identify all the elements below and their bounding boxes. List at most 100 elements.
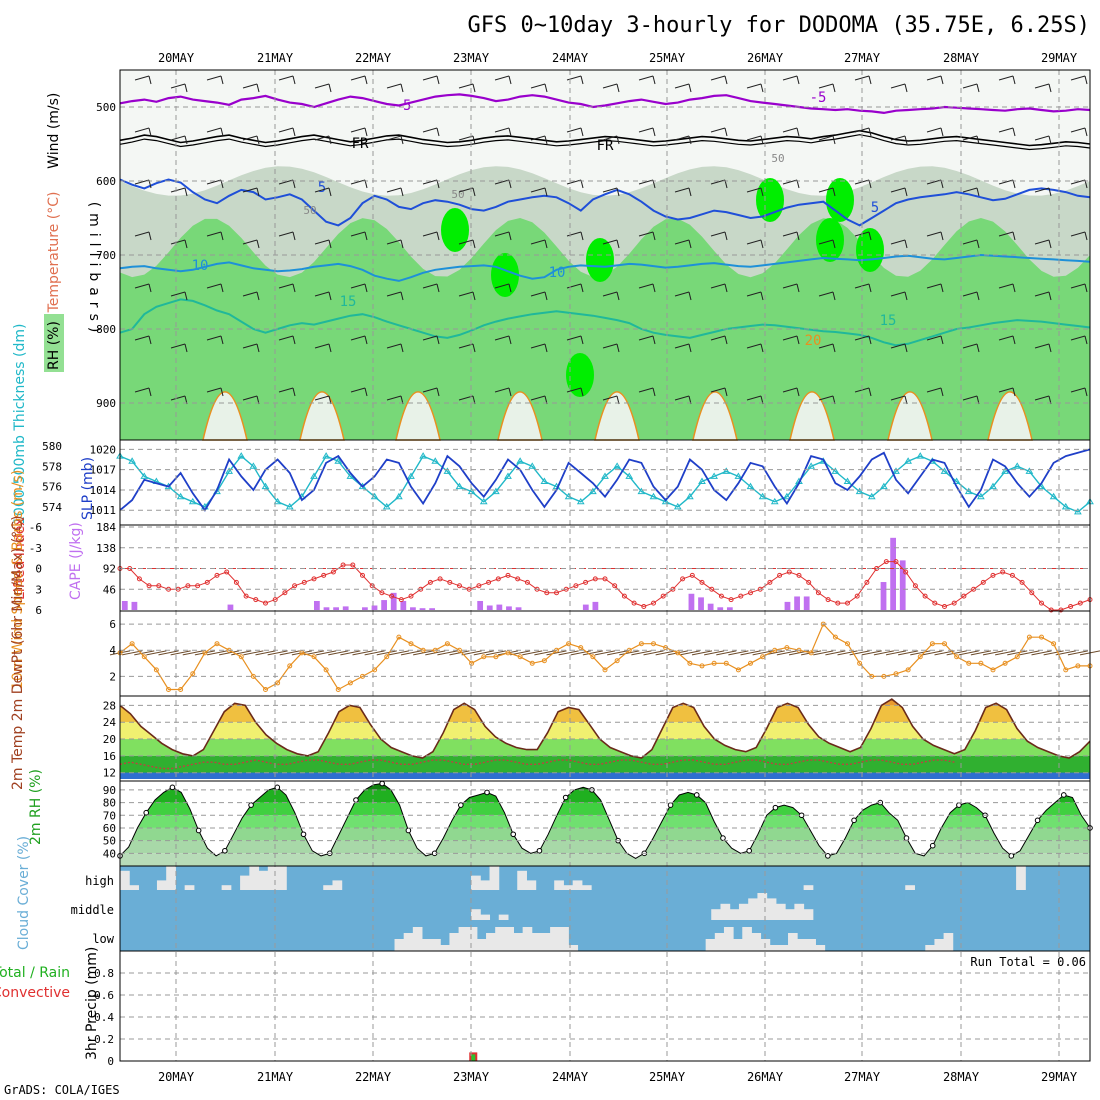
li-point [990, 572, 996, 578]
cloud-clear-cell [778, 945, 789, 951]
wind-barb-flag [652, 75, 656, 85]
wind-barb-10m [243, 650, 264, 656]
li-point [379, 590, 385, 596]
cloud-clear-cell [806, 939, 816, 951]
wind-barb-flag [256, 239, 260, 249]
cloud-row-label: low [92, 932, 114, 946]
cloud-clear-cell [517, 870, 527, 890]
wind-barb-flag [688, 187, 692, 197]
wind-barb-flag [328, 187, 332, 197]
wind-barb-flag [868, 127, 872, 137]
wind-barb-flag [148, 387, 152, 397]
wind-barb [458, 239, 474, 245]
ytick-wind: 6 [109, 618, 116, 631]
thickness-point [710, 472, 719, 479]
wind-speed-point [166, 686, 171, 692]
wind-speed-point [978, 660, 984, 666]
dry-plume [887, 391, 933, 441]
wind-barb-flag [292, 335, 296, 345]
wind-barb-10m [946, 650, 967, 656]
wind-barb-flag [940, 127, 944, 137]
wind-barb [170, 395, 186, 401]
cape-bar [486, 605, 493, 610]
wind-barb-flag [508, 335, 512, 345]
li-point [224, 569, 230, 575]
li-point [728, 597, 734, 603]
day-label-top: 25MAY [649, 51, 686, 65]
wind-barb-flag [832, 83, 836, 93]
cape-bar [717, 607, 724, 610]
cape-bar [784, 601, 791, 610]
thickness-point [685, 492, 694, 500]
wind-barb-flag [184, 83, 188, 93]
wind-barb-flag [652, 127, 656, 137]
day-label-top: 22MAY [355, 51, 392, 65]
cape-bar [726, 607, 733, 610]
rh-point [169, 784, 176, 791]
wind-barb-flag [472, 239, 476, 249]
rh-band [120, 789, 1090, 803]
li-point [311, 576, 317, 582]
wind-barb-flag [688, 239, 692, 249]
wind-speed-point [687, 660, 693, 666]
wind-speed-point [578, 645, 584, 651]
li-point [457, 583, 462, 589]
wind-barb-flag [580, 231, 584, 241]
dry-plume [692, 391, 738, 441]
wind-barb-flag [616, 239, 620, 249]
wind-barb-10m [437, 650, 458, 656]
wind-barb [422, 335, 438, 341]
wind-barb-flag [184, 135, 188, 145]
wind-barb-flag [508, 283, 512, 293]
ytick-slp: 1020 [90, 443, 117, 456]
wind-barb [242, 291, 258, 297]
wind-barb-flag [940, 283, 944, 293]
temp-band [120, 755, 1090, 773]
isotherm-t5 [119, 178, 1091, 227]
li-point [1077, 600, 1083, 606]
wind-barb-flag [436, 231, 440, 241]
wind-barb [422, 75, 438, 81]
wind-barb-flag [760, 83, 764, 93]
li-point [660, 593, 666, 599]
wind-barb-10m [716, 650, 737, 656]
wind-barb-10m [1043, 650, 1064, 656]
wind-barb-flag [1012, 335, 1016, 345]
wind-barb [386, 343, 402, 349]
wind-barb [1070, 179, 1086, 185]
wind-barb [710, 179, 726, 185]
thickness-point [128, 457, 137, 464]
wind-barb [278, 75, 294, 81]
cape-bar [429, 608, 436, 610]
wind-barb-flag [724, 283, 728, 293]
wind-barb [386, 135, 402, 141]
wind-barb [350, 283, 366, 289]
cape-ylabel: Lifted Index [12, 518, 28, 600]
wind-barb-flag [148, 335, 152, 345]
wind-barb [782, 179, 798, 185]
wind-barb [710, 231, 726, 237]
cloud-clear-cell [705, 939, 716, 951]
cloud-clear-cell [403, 933, 414, 951]
wind-barb-flag [256, 343, 260, 353]
wind-barb-10m [982, 650, 1004, 656]
wind-barb [170, 291, 186, 297]
wind-speed-point [917, 654, 923, 660]
wind-speed-point [396, 634, 402, 640]
li-point [689, 572, 695, 578]
wind-barb-10m [219, 650, 240, 656]
cloud-clear-cell [794, 903, 805, 920]
panel-frame-slp [119, 439, 1091, 526]
wind-barb [314, 291, 330, 297]
precip-legend-rain: Total / Rain [0, 965, 70, 981]
wind-barb [962, 239, 978, 245]
cape-bar [342, 606, 349, 610]
cloud-ylabel: Cloud Cover (%) [16, 836, 32, 950]
wind-barb [422, 387, 438, 393]
day-label-bottom: 22MAY [355, 1070, 392, 1084]
wind-speed-point [723, 660, 729, 666]
cloud-clear-cell [526, 880, 537, 890]
contour-label: 10 [549, 265, 566, 281]
wind-barb-flag [724, 387, 728, 397]
cloud-clear-cell [480, 914, 491, 920]
